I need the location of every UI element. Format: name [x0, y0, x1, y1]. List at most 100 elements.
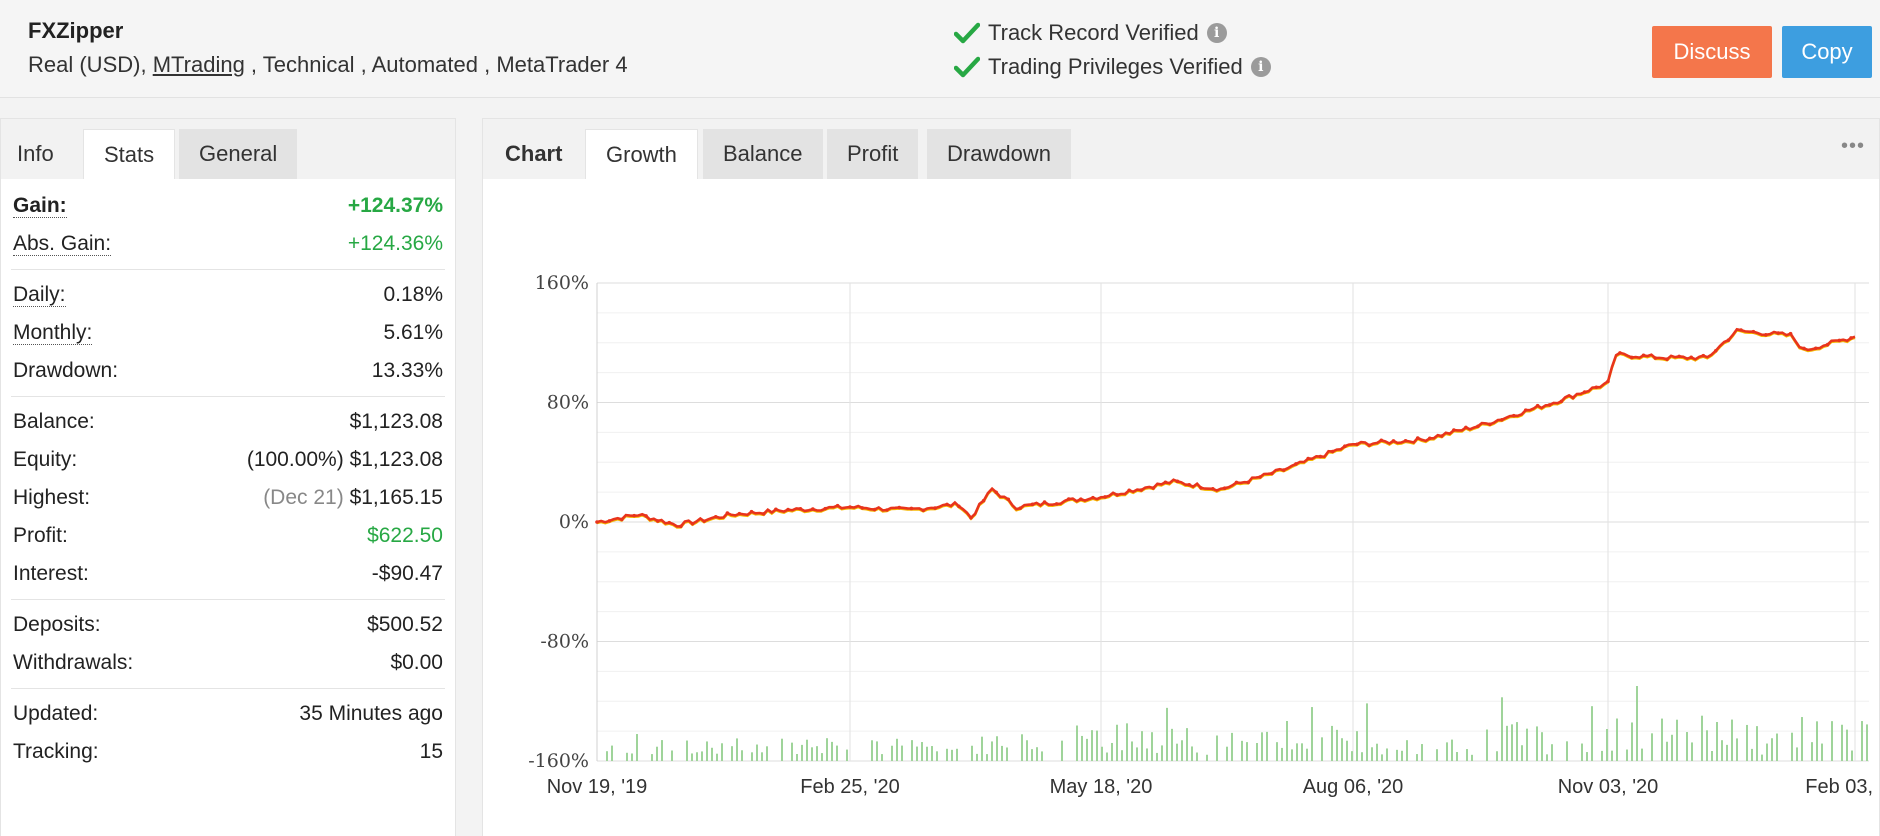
volume-bar [1081, 735, 1083, 761]
growth-point [1464, 425, 1468, 430]
volume-bar [1106, 752, 1108, 761]
volume-bar [1141, 731, 1143, 761]
tab-info[interactable]: Info [17, 141, 54, 166]
volume-bar [1196, 752, 1198, 761]
tab-general[interactable]: General [179, 129, 298, 179]
volume-bar [1061, 740, 1063, 761]
stat-label[interactable]: Gain: [13, 194, 67, 218]
growth-point [1813, 346, 1818, 351]
volume-bar [656, 746, 658, 761]
volume-bar [806, 739, 808, 761]
growth-point [1535, 403, 1540, 408]
tab-drawdown[interactable]: Drawdown [927, 129, 1071, 179]
equity-amount: $1,123.08 [349, 448, 443, 471]
growth-point [860, 506, 865, 510]
discuss-button[interactable]: Discuss [1652, 26, 1772, 78]
volume-bar [1841, 724, 1843, 761]
volume-bar [1366, 703, 1368, 761]
growth-point [957, 504, 961, 509]
volume-bar [1511, 724, 1513, 761]
volume-bar [1161, 745, 1163, 761]
highest-date: (Dec 21) [263, 486, 344, 509]
growth-point [1500, 417, 1504, 422]
y-tick-label: 80% [547, 392, 589, 414]
growth-point [774, 507, 778, 512]
volume-bar [1471, 754, 1473, 761]
volume-bar [1641, 748, 1643, 761]
volume-bar [1361, 752, 1363, 761]
growth-point [1427, 436, 1432, 441]
volume-bar [831, 741, 833, 761]
copy-button[interactable]: Copy [1782, 26, 1872, 78]
volume-bar [916, 746, 918, 761]
more-options-icon[interactable]: ••• [1840, 135, 1865, 157]
tab-profit[interactable]: Profit [827, 129, 919, 179]
growth-point [1571, 395, 1575, 400]
volume-bar [1336, 729, 1338, 761]
volume-bar [826, 738, 828, 761]
tab-growth[interactable]: Growth [585, 129, 698, 179]
growth-point [1523, 408, 1528, 412]
volume-bar [896, 738, 898, 761]
volume-bar [1371, 747, 1373, 761]
volume-bar [981, 736, 983, 761]
volume-bar [1521, 745, 1523, 761]
stat-label[interactable]: Abs. Gain: [13, 232, 112, 256]
volume-bar [1761, 754, 1763, 761]
tab-chart[interactable]: Chart [505, 141, 563, 166]
stat-value: (Dec 21) $1,165.15 [263, 479, 443, 517]
stat-balance: Balance: $1,123.08 [11, 403, 445, 441]
tab-balance[interactable]: Balance [703, 129, 823, 179]
volume-bar [931, 746, 933, 761]
volume-bar [926, 746, 928, 761]
volume-bar [1591, 706, 1593, 761]
volume-bar [1076, 725, 1078, 761]
info-icon[interactable]: i [1250, 57, 1271, 77]
growth-point [1079, 497, 1083, 501]
stat-label[interactable]: Monthly: [13, 321, 93, 345]
volume-bar [1171, 728, 1173, 761]
tab-stats[interactable]: Stats [83, 129, 176, 179]
broker-link[interactable]: MTrading [152, 52, 245, 77]
volume-bar [611, 745, 613, 761]
volume-bar [1831, 721, 1833, 761]
growth-point [933, 506, 937, 510]
growth-point [969, 515, 973, 520]
stat-value: 15 [419, 740, 443, 763]
x-tick-label: Feb 25, '20 [800, 776, 899, 798]
volume-bar [801, 744, 803, 761]
growth-point [921, 508, 926, 513]
info-icon[interactable]: i [1206, 23, 1227, 43]
growth-point [1763, 333, 1768, 337]
account-type: Real (USD), [28, 52, 147, 77]
growth-point [1187, 482, 1191, 487]
growth-point [1281, 468, 1286, 472]
growth-point [1849, 336, 1853, 340]
volume-bar [1516, 722, 1518, 761]
growth-point [909, 506, 914, 511]
x-tick-label: May 18, '20 [1050, 776, 1153, 798]
stat-interest: Interest: -$90.47 [11, 555, 445, 593]
volume-bar [1406, 740, 1408, 761]
volume-bar [706, 741, 708, 761]
growth-point [897, 505, 902, 510]
volume-bar [686, 740, 688, 761]
growth-point [1006, 497, 1011, 502]
chart-grid [596, 282, 1869, 762]
stat-equity: Equity: (100.00%) $1,123.08 [11, 441, 445, 479]
volume-bar [1281, 747, 1283, 761]
growth-point [798, 506, 803, 511]
growth-point [702, 519, 706, 523]
volume-bar [1291, 749, 1293, 761]
growth-point [1139, 488, 1144, 492]
growth-point [1151, 486, 1156, 490]
divider [11, 396, 445, 397]
growth-point [1452, 428, 1456, 432]
volume-bar [1261, 732, 1263, 761]
volume-bar [891, 745, 893, 761]
stat-label[interactable]: Daily: [13, 283, 66, 307]
volume-bar [1661, 718, 1663, 761]
volume-bar [1726, 744, 1728, 761]
volume-bar [1626, 749, 1628, 761]
stat-withdrawals: Withdrawals: $0.00 [11, 644, 445, 682]
